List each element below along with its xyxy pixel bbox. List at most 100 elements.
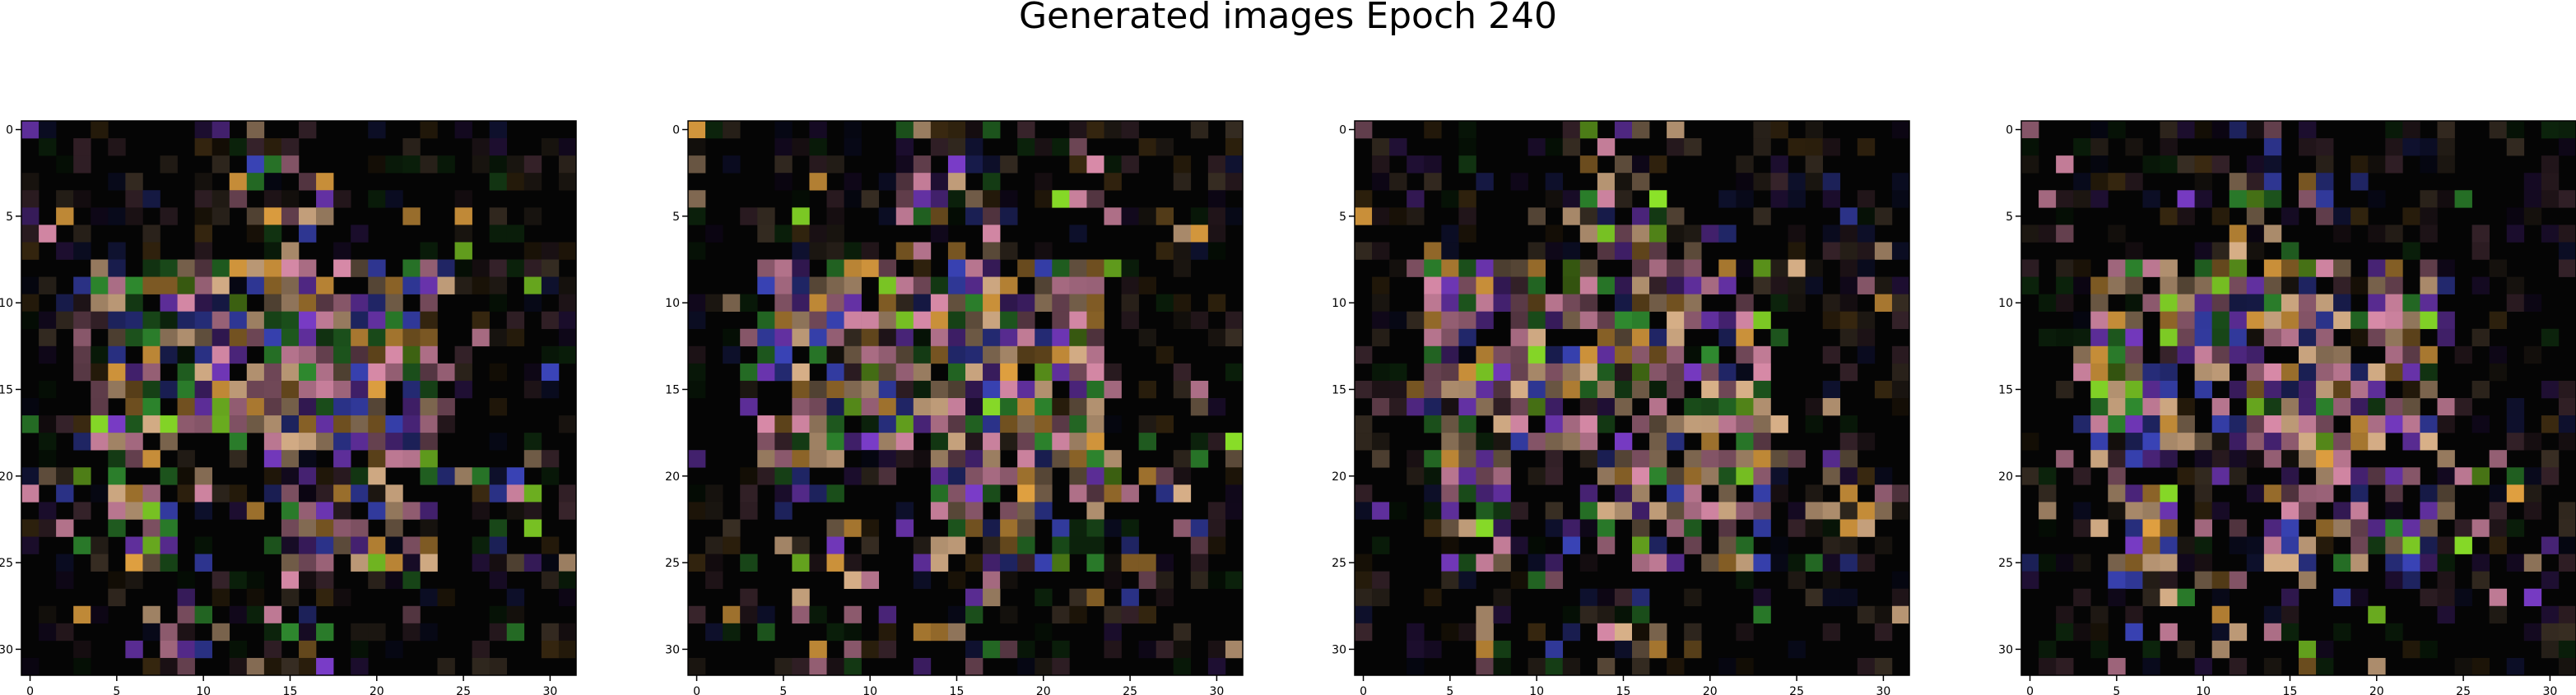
image-pixel	[2437, 450, 2455, 468]
image-pixel	[2229, 571, 2248, 589]
image-pixel	[2299, 190, 2317, 208]
image-pixel	[1510, 363, 1528, 382]
image-pixel	[705, 121, 723, 139]
image-pixel	[299, 173, 317, 191]
image-pixel	[1545, 190, 1564, 208]
image-pixel	[177, 623, 195, 642]
image-pixel	[351, 363, 369, 382]
image-pixel	[2108, 311, 2126, 330]
image-pixel	[316, 484, 334, 503]
image-pixel	[2299, 415, 2317, 433]
image-pixel	[1441, 345, 1459, 364]
image-pixel	[2437, 467, 2455, 485]
image-pixel	[792, 190, 810, 208]
image-pixel	[2350, 363, 2369, 382]
image-pixel	[523, 173, 542, 191]
image-pixel	[506, 225, 525, 243]
image-pixel	[2177, 398, 2195, 416]
image-pixel	[1372, 398, 1390, 416]
image-pixel	[2108, 415, 2126, 433]
image-pixel	[351, 415, 369, 433]
image-pixel	[506, 554, 525, 572]
image-pixel	[1562, 657, 1581, 676]
image-pixel	[2368, 380, 2386, 399]
image-pixel	[2385, 259, 2403, 277]
image-pixel	[2056, 657, 2074, 676]
image-pixel	[1822, 623, 1841, 642]
image-pixel	[774, 173, 793, 191]
image-pixel	[895, 519, 914, 537]
image-pixel	[774, 259, 793, 277]
image-pixel	[774, 363, 793, 382]
image-pixel	[1753, 311, 1771, 330]
image-pixel	[281, 398, 300, 416]
image-pixel	[2073, 345, 2091, 364]
image-pixel	[125, 571, 143, 589]
image-pixel	[1788, 276, 1806, 294]
image-pixel	[1138, 415, 1156, 433]
image-pixel	[688, 605, 706, 624]
image-pixel	[1736, 433, 1754, 451]
image-pixel	[1017, 345, 1035, 364]
image-pixel	[1372, 380, 1390, 399]
image-pixel	[2506, 138, 2525, 156]
image-pixel	[1225, 484, 1244, 503]
image-pixel	[229, 311, 248, 330]
image-pixel	[1753, 502, 1771, 520]
image-pixel	[1121, 484, 1139, 503]
image-pixel	[1667, 415, 1685, 433]
image-pixel	[1441, 502, 1459, 520]
image-pixel	[2108, 363, 2126, 382]
image-pixel	[333, 450, 351, 468]
image-pixel	[1225, 502, 1244, 520]
image-pixel	[263, 605, 282, 624]
image-pixel	[2281, 502, 2299, 520]
image-pixel	[1545, 345, 1564, 364]
image-pixel	[402, 311, 421, 330]
image-pixel	[2402, 398, 2420, 416]
image-pixel	[2142, 502, 2160, 520]
image-pixel	[558, 415, 577, 433]
image-pixel	[1000, 398, 1018, 416]
image-pixel	[1597, 207, 1616, 225]
image-pixel	[281, 242, 300, 260]
image-pixel	[1788, 225, 1806, 243]
image-pixel	[437, 259, 455, 277]
image-pixel	[2021, 155, 2039, 174]
image-pixel	[194, 363, 212, 382]
image-pixel	[2437, 398, 2455, 416]
image-pixel	[212, 207, 230, 225]
image-pixel	[73, 657, 91, 676]
image-pixel	[1649, 363, 1667, 382]
image-pixel	[1441, 294, 1459, 312]
image-pixel	[454, 363, 472, 382]
image-pixel	[1407, 207, 1425, 225]
image-pixel	[2125, 519, 2143, 537]
image-pixel	[2506, 294, 2525, 312]
image-pixel	[1597, 519, 1616, 537]
image-pixel	[91, 207, 109, 225]
image-pixel	[1614, 398, 1633, 416]
image-pixel	[263, 657, 282, 676]
image-pixel	[472, 502, 490, 520]
image-pixel	[281, 467, 300, 485]
image-pixel	[21, 207, 40, 225]
image-pixel	[2558, 259, 2576, 277]
image-pixel	[2108, 502, 2126, 520]
image-pixel	[1424, 415, 1442, 433]
image-pixel	[2211, 259, 2230, 277]
image-pixel	[368, 502, 386, 520]
image-pixel	[1718, 328, 1737, 347]
image-pixel	[2125, 276, 2143, 294]
x-tick-label: 30	[542, 685, 557, 695]
y-tick-label: 20	[1332, 470, 1346, 484]
image-pixel	[947, 502, 966, 520]
image-pixel	[1104, 623, 1122, 642]
image-pixel	[1086, 121, 1104, 139]
image-pixel	[2142, 380, 2160, 399]
image-pixel	[2385, 398, 2403, 416]
image-pixel	[1545, 519, 1564, 537]
image-pixel	[506, 502, 525, 520]
image-pixel	[1000, 536, 1018, 554]
image-pixel	[541, 554, 560, 572]
